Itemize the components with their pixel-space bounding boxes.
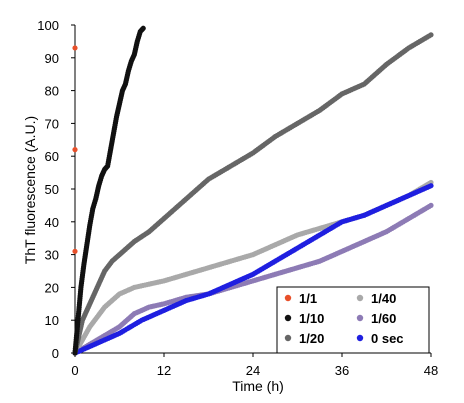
y-tick-labels: 0 10 20 30 40 50 60 70 80 90 100	[37, 18, 59, 361]
y-tick-label: 20	[45, 280, 59, 295]
x-tick-label: 0	[71, 363, 78, 378]
legend-box	[276, 286, 430, 354]
data-point	[72, 248, 78, 254]
x-tick-label: 12	[157, 363, 171, 378]
legend-label: 1/40	[371, 291, 396, 306]
x-axis-title: Time (h)	[232, 378, 284, 394]
plot-series	[72, 25, 434, 356]
y-tick-label: 70	[45, 116, 59, 131]
x-tick-labels: 0 12 24 36 48	[71, 363, 438, 378]
y-tick-label: 50	[45, 182, 59, 197]
data-point	[140, 25, 146, 31]
legend-label: 1/10	[299, 311, 324, 326]
series-1-10	[72, 25, 146, 356]
legend-label: 1/60	[371, 311, 396, 326]
series-0-sec	[72, 183, 434, 356]
legend-marker	[356, 294, 364, 302]
series-1-20	[72, 32, 434, 356]
data-point	[428, 183, 434, 189]
data-point	[428, 32, 434, 38]
legend-label: 0 sec	[371, 331, 404, 346]
y-tick-label: 60	[45, 149, 59, 164]
y-tick-label: 40	[45, 215, 59, 230]
y-tick-label: 10	[45, 313, 59, 328]
y-tick-label: 80	[45, 84, 59, 99]
legend-marker	[284, 294, 292, 302]
y-axis-title: ThT fluorescence (A.U.)	[22, 116, 38, 264]
x-tick-label: 36	[335, 363, 349, 378]
legend-marker	[284, 334, 292, 342]
legend-marker	[356, 334, 364, 342]
legend-marker	[284, 314, 292, 322]
series-1-1	[72, 45, 78, 254]
data-point	[72, 147, 78, 153]
legend-marker	[356, 314, 364, 322]
data-point	[72, 45, 78, 51]
legend-label: 1/1	[299, 291, 317, 306]
data-point	[428, 202, 434, 208]
y-tick-label: 90	[45, 51, 59, 66]
y-tick-label: 0	[52, 346, 59, 361]
x-tick-label: 24	[246, 363, 260, 378]
legend: 1/1 1/40 1/10 1/60 1/20 0 sec	[276, 286, 430, 354]
legend-label: 1/20	[299, 331, 324, 346]
y-tick-label: 30	[45, 248, 59, 263]
x-tick-label: 48	[424, 363, 438, 378]
y-tick-label: 100	[37, 18, 59, 33]
